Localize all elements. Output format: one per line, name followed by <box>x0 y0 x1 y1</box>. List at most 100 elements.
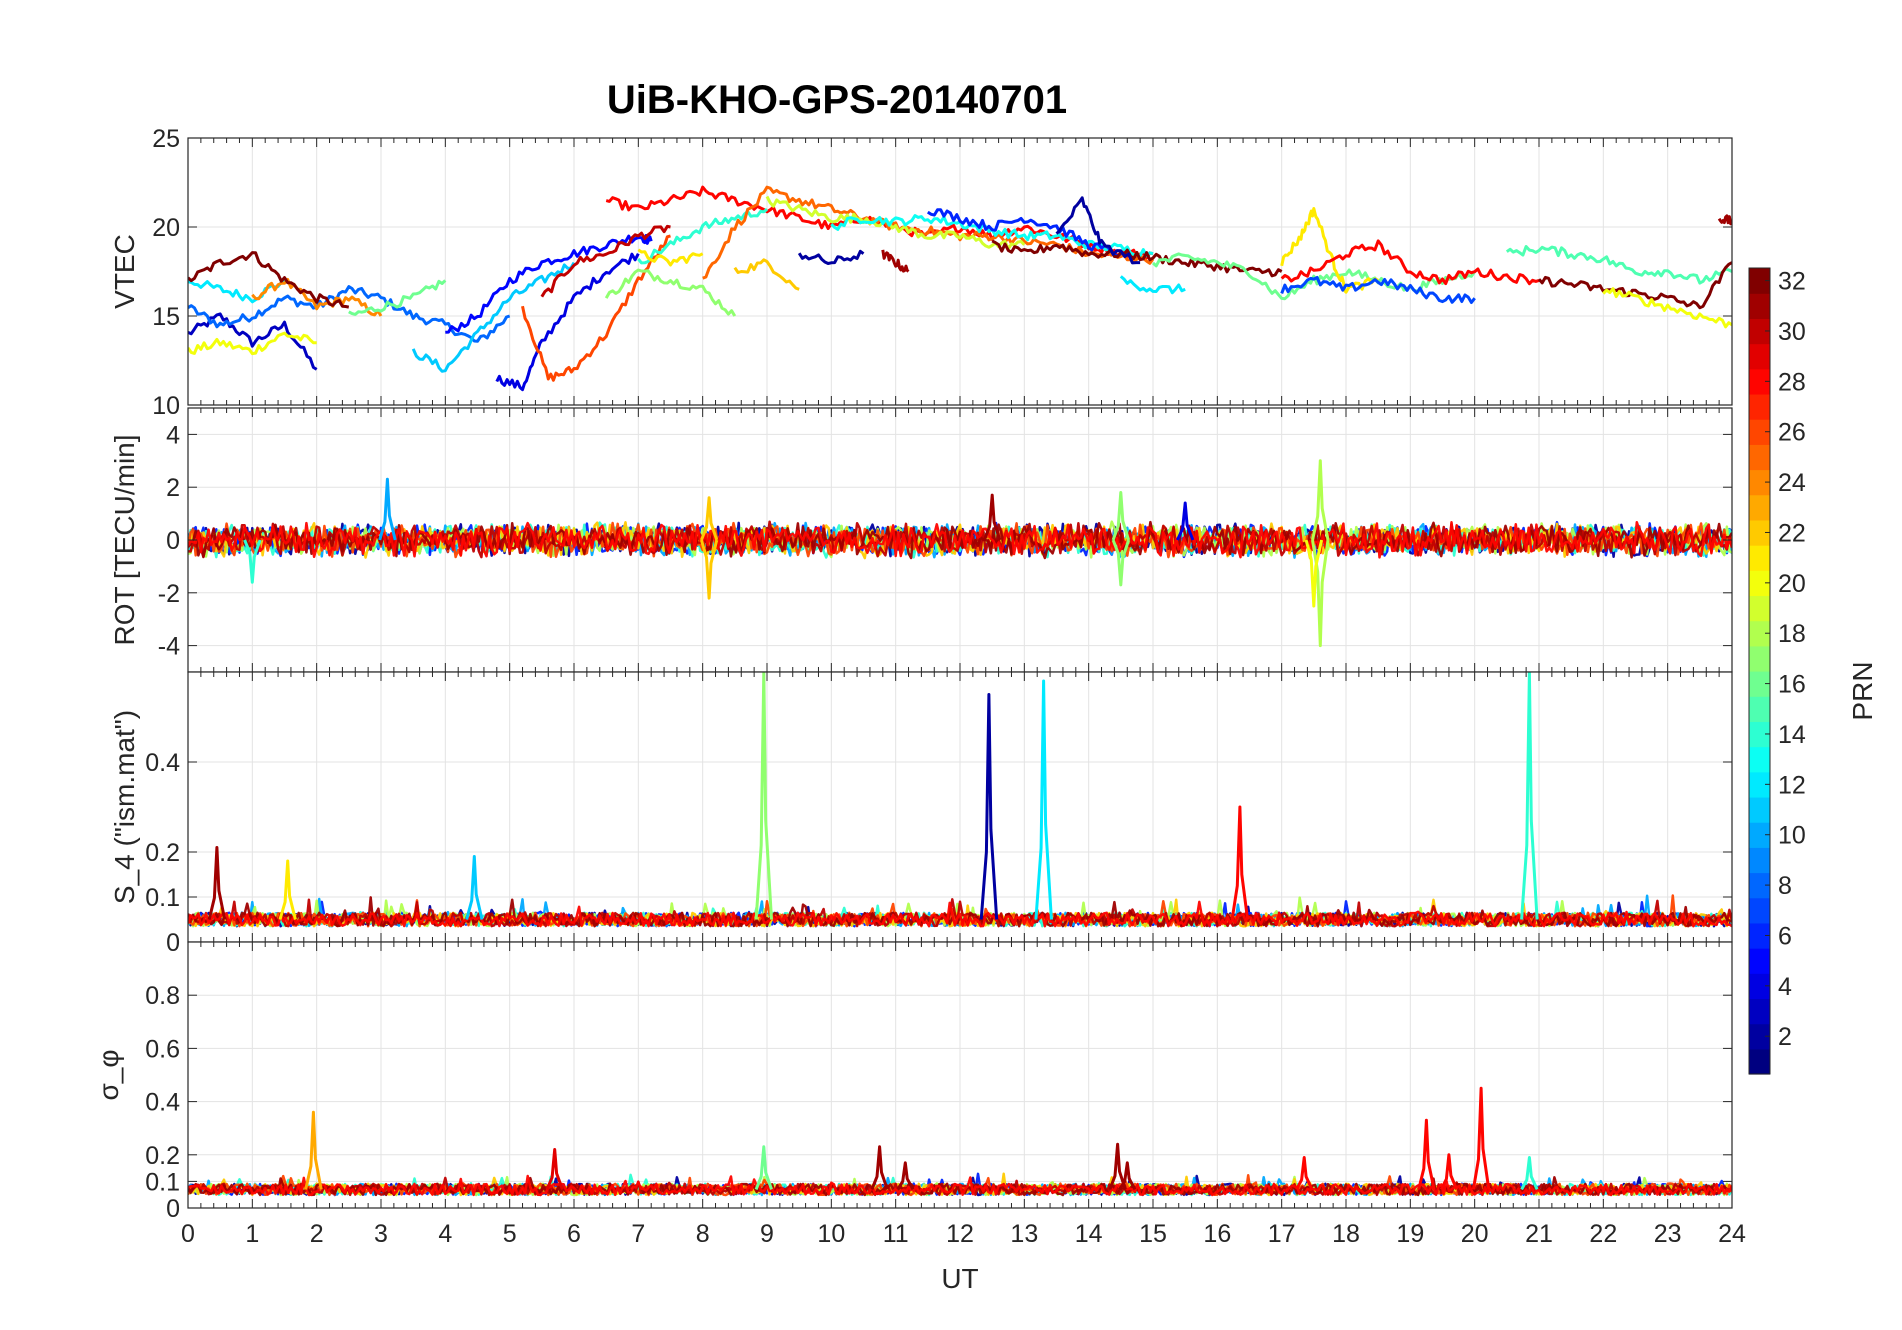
figure-title: UiB-KHO-GPS-20140701 <box>607 78 1067 122</box>
data-layer <box>188 1086 1732 1197</box>
colorbar-swatch <box>1749 368 1770 395</box>
x-tick-label: 5 <box>503 1220 517 1248</box>
y-tick-label: 0 <box>166 527 180 555</box>
colorbar-swatch <box>1749 519 1770 546</box>
x-ticks <box>187 138 1733 405</box>
vtec-series-prn-21 <box>1280 207 1379 294</box>
x-tick-label: 22 <box>1589 1220 1617 1248</box>
vtec-series-prn-16 <box>348 279 447 316</box>
vtec-series-prn-7 <box>1280 276 1476 304</box>
colorbar-tick-label: 2 <box>1778 1023 1792 1051</box>
y-axis-label: σ_φ <box>93 1049 124 1100</box>
x-axis-label: UT <box>941 1263 978 1294</box>
colorbar-swatch <box>1749 343 1770 370</box>
colorbar-tick-label: 28 <box>1778 368 1806 396</box>
colorbar-swatch <box>1749 293 1770 319</box>
colorbar-swatch <box>1749 746 1770 773</box>
event-spike-prn-17 <box>1111 539 1131 587</box>
colorbar-tick-label: 10 <box>1778 822 1806 850</box>
colorbar-swatch <box>1749 645 1770 672</box>
colorbar-swatch <box>1749 872 1770 899</box>
vtec-series-prn-12 <box>1119 275 1186 295</box>
colorbar-swatch <box>1749 545 1770 571</box>
x-tick-label: 11 <box>883 1220 909 1248</box>
vtec-panel: 10 15 20 25 VTEC <box>109 125 1733 420</box>
vtec-series-prn-20 <box>188 331 317 356</box>
colorbar-tick-label: 20 <box>1778 570 1806 598</box>
vtec-series-prn-28 <box>1280 239 1540 286</box>
event-spike-prn-2 <box>979 693 999 920</box>
vtec-series-prn-31 <box>1717 214 1732 226</box>
colorbar-tick-label: 26 <box>1778 419 1806 447</box>
colorbar-swatch <box>1749 318 1770 345</box>
colorbar-swatch <box>1749 570 1770 597</box>
vtec-series-prn-26 <box>521 234 671 382</box>
event-spike-prn-17 <box>754 672 773 920</box>
event-spike-prn-14 <box>1520 672 1539 920</box>
y-tick-label: 10 <box>152 392 180 420</box>
colorbar-swatch <box>1749 998 1770 1025</box>
event-spike-prn-31 <box>207 846 227 920</box>
x-tick-label: 4 <box>438 1220 452 1248</box>
x-ticks <box>187 942 1733 1208</box>
colorbar-swatch <box>1749 671 1770 697</box>
event-spike-prn-22 <box>700 496 719 541</box>
noise-series-prn-28 <box>188 520 1732 559</box>
x-tick-label: 10 <box>817 1220 845 1248</box>
colorbar-swatch <box>1749 771 1770 798</box>
colorbar-tick-label: 32 <box>1778 268 1806 296</box>
event-spike-prn-31 <box>896 1161 915 1191</box>
vtec-series-prn-19 <box>765 195 1026 251</box>
y-tick-label: -4 <box>158 633 180 661</box>
y-tick-label: 0.4 <box>145 1089 180 1117</box>
x-tick-label: 24 <box>1718 1220 1746 1248</box>
vtec-series-prn-6 <box>926 208 1122 258</box>
x-tick-label: 13 <box>1010 1220 1038 1248</box>
x-tick-label: 12 <box>946 1220 974 1248</box>
colorbar-swatch <box>1749 973 1770 1000</box>
event-spike-prn-28 <box>1417 1118 1436 1190</box>
y-ticks: 00.10.2 0.4 0.6 0.8 <box>145 982 1732 1223</box>
vtec-series-prn-32 <box>991 239 1283 278</box>
y-tick-label: 2 <box>166 474 180 502</box>
vtec-series-prn-5 <box>445 234 653 334</box>
x-tick-labels: 0 1 2 3 4 5 6 7 8 9 10 11 12 13 14 15 16 17 18 19 20 21 22 23 24 <box>181 1220 1746 1248</box>
x-tick-label: 9 <box>760 1220 774 1248</box>
x-tick-label: 21 <box>1525 1220 1553 1248</box>
colorbar-tick-label: 12 <box>1778 771 1806 799</box>
colorbar-swatch <box>1749 419 1770 445</box>
vtec-series-prn-24 <box>251 278 383 317</box>
colorbar-swatch <box>1749 620 1770 647</box>
x-tick-label: 8 <box>696 1220 710 1248</box>
vtec-series-prn-20 <box>1602 287 1732 329</box>
colorbar-swatch <box>1749 494 1770 521</box>
y-tick-label: 0.1 <box>145 1168 180 1196</box>
y-ticks: 10 15 20 25 <box>152 125 1732 420</box>
event-spike-prn-28 <box>1295 1156 1314 1191</box>
event-spike-prn-31 <box>1108 1142 1127 1190</box>
y-tick-label: 0.2 <box>145 1142 180 1170</box>
event-spike-prn-10 <box>378 477 397 541</box>
colorbar-swatch <box>1749 948 1770 974</box>
x-tick-label: 23 <box>1654 1220 1682 1248</box>
x-tick-label: 2 <box>310 1220 324 1248</box>
vtec-series-prn-2 <box>797 249 865 265</box>
x-tick-label: 15 <box>1139 1220 1167 1248</box>
y-tick-label: 0 <box>166 1195 180 1223</box>
y-tick-label: 20 <box>152 214 180 242</box>
event-spike-prn-28 <box>1439 1153 1459 1191</box>
colorbar-tick-label: 16 <box>1778 671 1806 699</box>
colorbar-swatch <box>1749 393 1770 420</box>
rot-panel: -4 -2 0 2 4 ROT [TECU/min] <box>109 407 1733 673</box>
colorbar-swatch <box>1749 721 1770 748</box>
colorbar-swatch <box>1749 1023 1770 1050</box>
event-spike-prn-28 <box>1471 1086 1491 1190</box>
vtec-series-prn-21 <box>637 248 704 267</box>
event-spike-prn-31 <box>983 493 1002 541</box>
event-spike-prn-16 <box>754 1145 773 1190</box>
y-ticks: 0 0.1 0.2 0.4 <box>145 749 1732 957</box>
s4-panel: 0 0.1 0.2 0.4S_4 ("ism.mat") <box>109 671 1733 957</box>
event-spike-prn-12 <box>1034 679 1053 920</box>
event-spike-prn-31 <box>870 1145 889 1190</box>
